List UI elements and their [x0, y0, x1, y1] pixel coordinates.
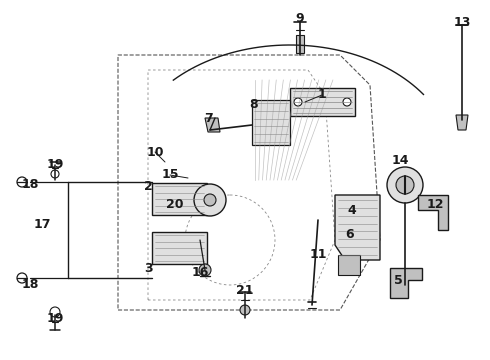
Polygon shape — [390, 268, 422, 298]
Circle shape — [199, 264, 211, 276]
Text: 12: 12 — [426, 198, 444, 211]
Text: 16: 16 — [191, 266, 209, 279]
Circle shape — [194, 184, 226, 216]
Circle shape — [396, 176, 414, 194]
Circle shape — [387, 167, 423, 203]
Text: 4: 4 — [347, 203, 356, 216]
Text: 11: 11 — [309, 248, 327, 261]
Circle shape — [204, 194, 216, 206]
Text: 21: 21 — [236, 284, 254, 297]
Bar — [152, 232, 207, 264]
Text: 18: 18 — [21, 279, 39, 292]
Circle shape — [51, 170, 59, 178]
Text: 20: 20 — [166, 198, 184, 211]
Text: 13: 13 — [453, 15, 471, 28]
Polygon shape — [418, 195, 448, 230]
Text: 10: 10 — [146, 145, 164, 158]
Polygon shape — [338, 255, 360, 275]
Bar — [252, 100, 290, 145]
Text: 19: 19 — [47, 158, 64, 171]
Text: 9: 9 — [295, 12, 304, 24]
Text: 18: 18 — [21, 179, 39, 192]
Circle shape — [17, 273, 27, 283]
Circle shape — [294, 98, 302, 106]
Text: 5: 5 — [393, 274, 402, 287]
Circle shape — [240, 305, 250, 315]
Bar — [290, 88, 355, 116]
Text: 19: 19 — [47, 311, 64, 324]
Text: 2: 2 — [144, 180, 152, 193]
Circle shape — [343, 98, 351, 106]
Text: 6: 6 — [345, 229, 354, 242]
Text: 14: 14 — [391, 153, 409, 166]
Text: 15: 15 — [161, 168, 179, 181]
Circle shape — [50, 307, 60, 317]
Bar — [152, 183, 207, 215]
Text: 7: 7 — [204, 112, 212, 125]
Polygon shape — [335, 195, 380, 260]
Text: 1: 1 — [318, 89, 326, 102]
Text: 3: 3 — [144, 261, 152, 274]
Text: 17: 17 — [33, 219, 51, 231]
Polygon shape — [205, 118, 220, 132]
Polygon shape — [456, 115, 468, 130]
Circle shape — [17, 177, 27, 187]
Bar — [296, 35, 304, 53]
Text: 8: 8 — [250, 99, 258, 112]
